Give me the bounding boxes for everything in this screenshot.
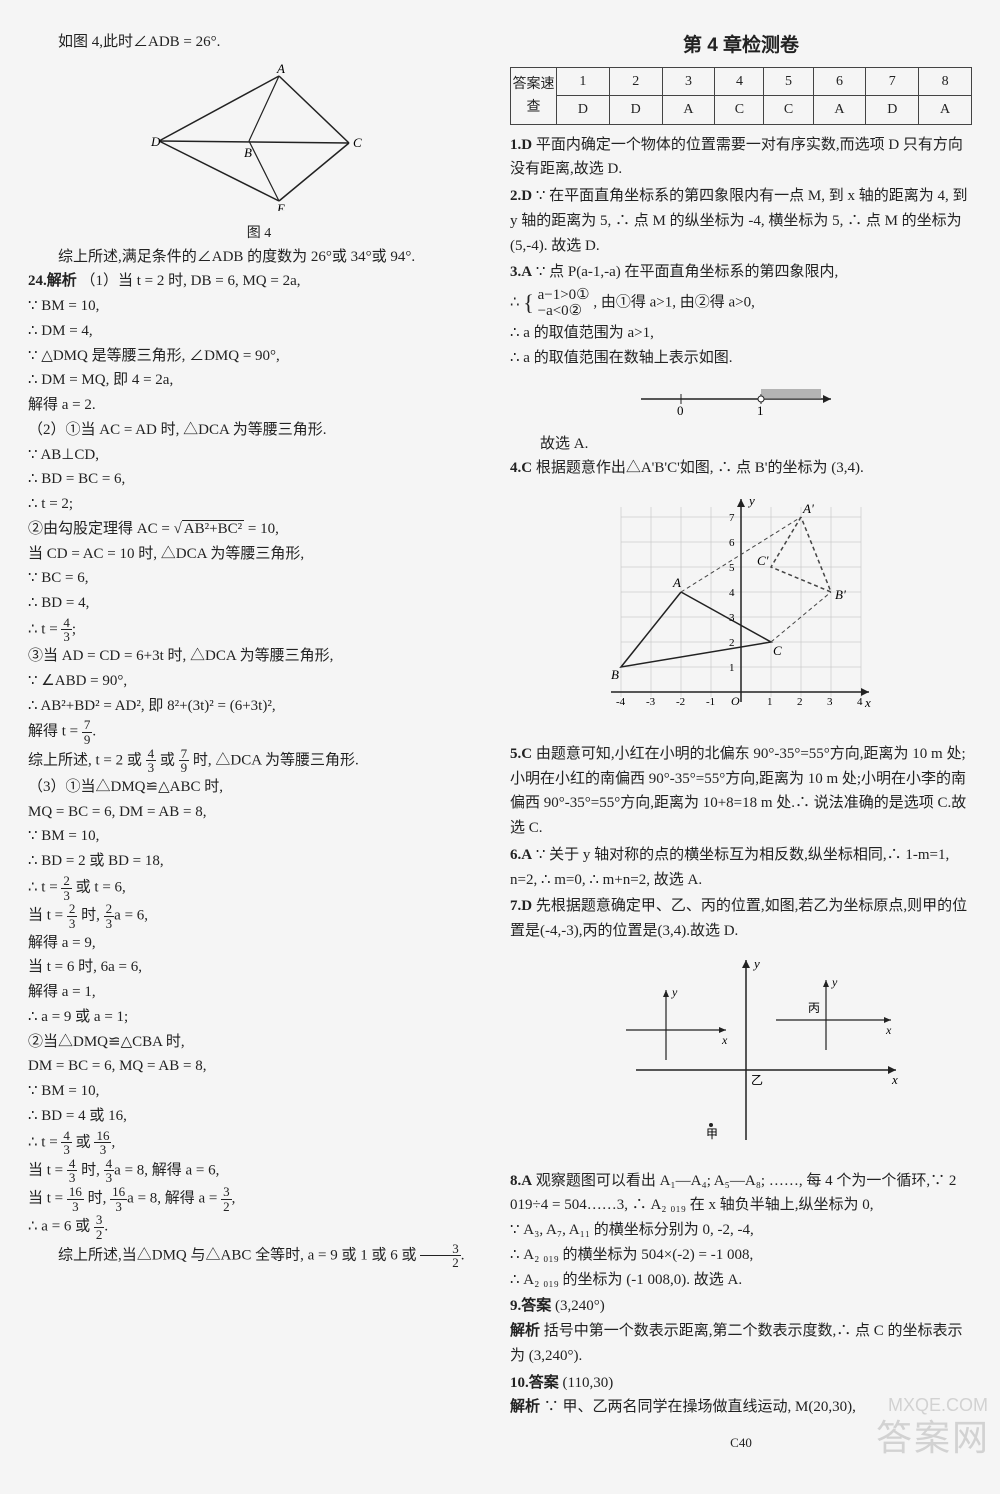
figure-4-caption: 图 4 bbox=[28, 222, 490, 245]
svg-text:B: B bbox=[244, 145, 252, 160]
chapter-title: 第 4 章检测卷 bbox=[510, 30, 972, 61]
svg-text:x: x bbox=[864, 695, 871, 710]
q9: 9.答案 (3,240°) 解析 括号中第一个数表示距离,第二个数表示度数,∴ … bbox=[510, 1294, 972, 1368]
svg-text:2: 2 bbox=[797, 696, 803, 708]
svg-text:B: B bbox=[611, 667, 619, 682]
svg-text:-1: -1 bbox=[706, 696, 715, 708]
svg-text:A: A bbox=[672, 575, 681, 590]
svg-text:1: 1 bbox=[767, 696, 773, 708]
q7: 7.D 先根据题意确定甲、乙、丙的位置,如图,若乙为坐标原点,则甲的位置是(-4… bbox=[510, 894, 972, 944]
q3: 3.A ∵ 点 P(a-1,-a) 在平面直角坐标系的第四象限内, ∴ { a−… bbox=[510, 260, 972, 371]
svg-text:甲: 甲 bbox=[706, 1127, 718, 1141]
svg-text:x: x bbox=[885, 1023, 892, 1037]
svg-text:丙: 丙 bbox=[808, 1001, 820, 1015]
svg-text:4: 4 bbox=[729, 587, 735, 599]
q4: 4.C 根据题意作出△A'B'C'如图, ∴ 点 B'的坐标为 (3,4). bbox=[510, 456, 972, 481]
svg-text:E: E bbox=[276, 201, 285, 211]
svg-text:D: D bbox=[150, 134, 161, 149]
svg-text:1: 1 bbox=[729, 662, 735, 674]
number-line: 0 1 bbox=[510, 377, 972, 426]
svg-text:4: 4 bbox=[857, 696, 863, 708]
svg-text:0: 0 bbox=[677, 403, 684, 417]
p24-label: 24.解析 bbox=[28, 273, 77, 289]
page-number: C40 bbox=[510, 1432, 972, 1453]
left-column: 如图 4,此时∠ADB = 26°. A D B C E 图 4 综上所述,满足… bbox=[28, 30, 490, 1454]
svg-text:y: y bbox=[747, 493, 755, 508]
svg-text:-4: -4 bbox=[616, 696, 626, 708]
svg-text:7: 7 bbox=[729, 512, 735, 524]
q6: 6.A ∵ 关于 y 轴对称的点的横坐标互为相反数,纵坐标相同,∴ 1-m=1,… bbox=[510, 843, 972, 893]
svg-text:3: 3 bbox=[729, 612, 735, 624]
svg-text:C: C bbox=[353, 135, 362, 150]
q1: 1.D 平面内确定一个物体的位置需要一对有序实数,而选项 D 只有方向没有距离,… bbox=[510, 133, 972, 183]
svg-text:x: x bbox=[891, 1072, 898, 1087]
q10: 10.答案 (110,30) 解析 ∵ 甲、乙两名同学在操场做直线运动, M(2… bbox=[510, 1371, 972, 1421]
triangle-coord-plot: A B C A' B' C' O x y -4 -3 -2 -1 1 2 3 4 1 2 3 4 5… bbox=[510, 487, 972, 736]
svg-text:3: 3 bbox=[827, 696, 833, 708]
svg-text:-3: -3 bbox=[646, 696, 656, 708]
svg-text:2: 2 bbox=[729, 637, 735, 649]
answer-grid: 答案速查 12345678 DDACCADA bbox=[510, 67, 972, 124]
double-axes-plot: y x 乙 甲 y x 丙 y x bbox=[510, 950, 972, 1159]
figure-4: A D B C E bbox=[28, 61, 490, 220]
svg-text:5: 5 bbox=[729, 562, 735, 574]
svg-text:A: A bbox=[276, 61, 285, 76]
svg-text:B': B' bbox=[835, 587, 846, 602]
svg-text:C': C' bbox=[757, 553, 769, 568]
q8: 8.A 观察题图可以看出 A₁—A₄; A₅—A₈; ……, 每 4 个为一个循… bbox=[510, 1169, 972, 1293]
svg-text:y: y bbox=[752, 956, 760, 971]
angle-line: 如图 4,此时∠ADB = 26°. bbox=[28, 30, 490, 55]
svg-text:x: x bbox=[721, 1033, 728, 1047]
q5: 5.C 由题意可知,小红在小明的北偏东 90°-35°=55°方向,距离为 10… bbox=[510, 742, 972, 841]
svg-text:乙: 乙 bbox=[751, 1073, 763, 1087]
q2: 2.D ∵ 在平面直角坐标系的第四象限内有一点 M, 到 x 轴的距离为 4, … bbox=[510, 184, 972, 258]
svg-text:-2: -2 bbox=[676, 696, 685, 708]
problem-24: 24.解析 （1）当 t = 2 时, DB = 6, MQ = 2a, bbox=[28, 269, 490, 294]
svg-text:C: C bbox=[773, 643, 782, 658]
svg-text:y: y bbox=[671, 985, 678, 999]
conclusion-line: 综上所述,满足条件的∠ADB 的度数为 26°或 34°或 94°. bbox=[28, 245, 490, 270]
right-column: 第 4 章检测卷 答案速查 12345678 DDACCADA 1.D 平面内确… bbox=[510, 30, 972, 1454]
svg-text:1: 1 bbox=[757, 403, 764, 417]
svg-text:y: y bbox=[831, 975, 838, 989]
svg-text:6: 6 bbox=[729, 537, 735, 549]
svg-text:A': A' bbox=[802, 501, 814, 516]
svg-text:O: O bbox=[731, 694, 740, 708]
